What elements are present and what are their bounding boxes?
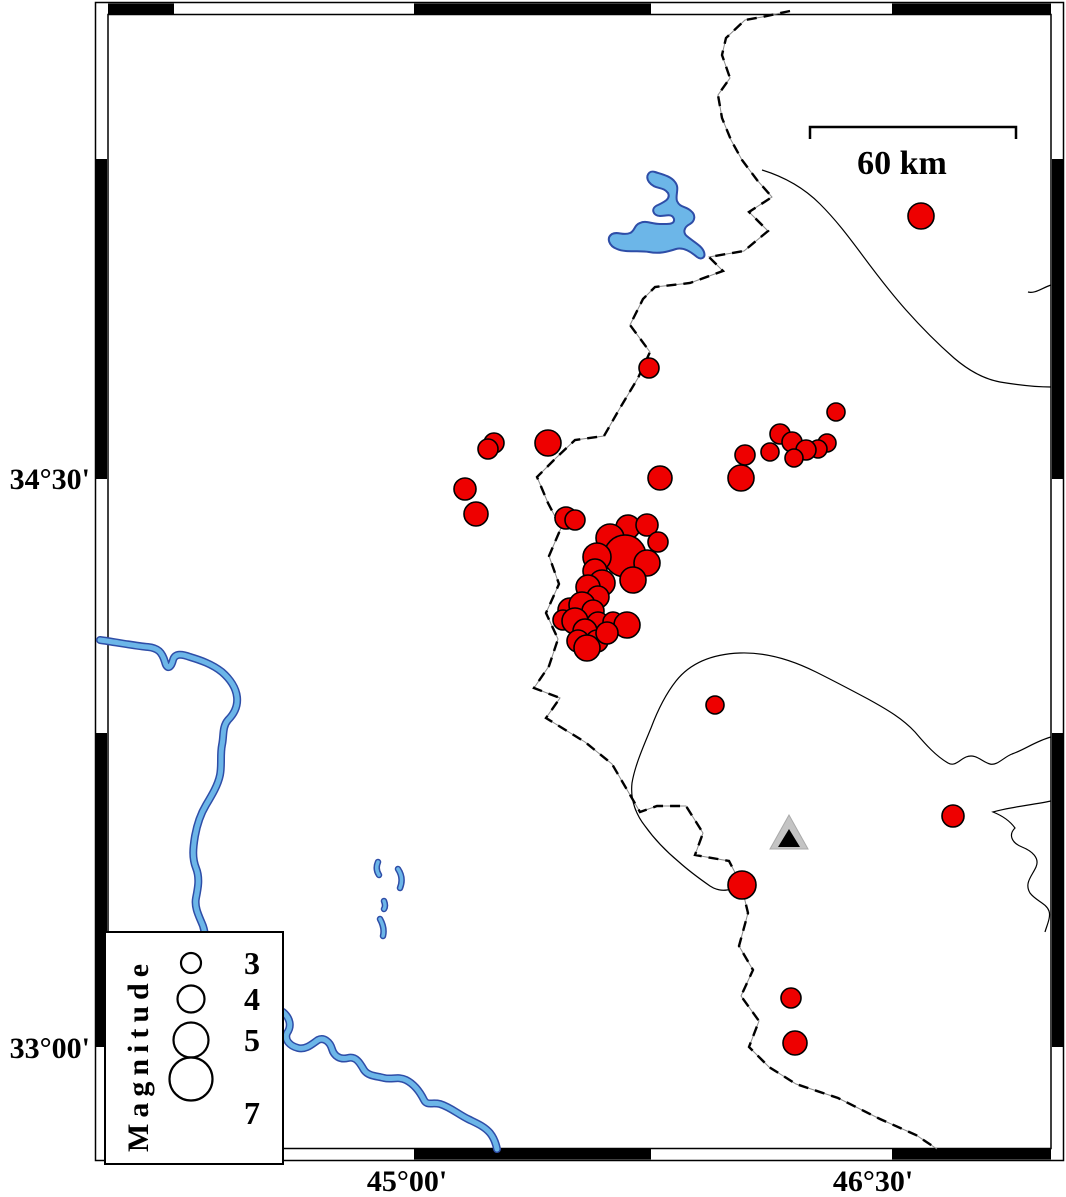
frame-outer-line	[94, 1, 1065, 1162]
frame-segment-bottom	[414, 1149, 651, 1160]
river	[283, 1012, 497, 1149]
legend-circle-mag3	[179, 951, 203, 975]
boundary-line-northeast	[761, 169, 1052, 388]
earthquake-marker	[619, 566, 647, 594]
earthquake-marker	[941, 804, 965, 828]
earthquake-marker	[780, 987, 802, 1009]
station-marker	[769, 813, 809, 850]
frame-segment-left	[96, 159, 107, 479]
frame-segment-right	[1052, 733, 1063, 1047]
legend-value: 4	[244, 981, 260, 1017]
lake	[607, 170, 706, 260]
geography-layer	[100, 9, 1052, 1149]
legend-value: 7	[244, 1095, 260, 1131]
frame-segment-top	[108, 3, 174, 15]
earthquake-marker	[727, 870, 757, 900]
legend-value: 5	[244, 1022, 260, 1058]
earthquake-layer	[453, 202, 965, 1056]
axis-labels: 34°30' 33°00' 45°00' 46°30'	[10, 463, 914, 1197]
earthquake-marker	[534, 429, 562, 457]
earthquake-marker	[477, 438, 499, 460]
legend-title: Magnitude	[122, 958, 155, 1152]
frame-segment-left	[96, 733, 107, 1047]
boundary-line-southeast-loop	[631, 652, 1052, 891]
earthquake-marker	[453, 477, 477, 501]
pond	[382, 899, 387, 911]
station-triangle-black	[778, 829, 800, 847]
legend-value: 3	[244, 945, 260, 981]
earthquake-marker	[573, 634, 601, 662]
earthquake-marker	[647, 465, 673, 491]
earthquake-marker	[638, 357, 660, 379]
earthquake-marker	[595, 621, 619, 645]
frame-inner-line	[107, 13, 1052, 1150]
earthquake-marker	[782, 1030, 808, 1056]
frame-segment-bottom	[892, 1149, 1051, 1160]
longitude-label: 45°00'	[367, 1165, 447, 1197]
frame-segment-right	[1052, 159, 1063, 479]
boundary-stub-right	[1027, 284, 1052, 293]
earthquake-marker	[784, 448, 804, 468]
scale-bar-bracket	[808, 125, 1018, 139]
latitude-label: 33°00'	[10, 1032, 90, 1065]
scale-bar: 60 km	[808, 125, 1018, 182]
earthquake-marker	[760, 442, 780, 462]
earthquake-marker	[826, 402, 846, 422]
earthquake-marker	[705, 695, 725, 715]
legend-circle-mag7	[168, 1056, 214, 1102]
earthquake-marker	[463, 501, 489, 527]
frame-segment-top	[892, 3, 1051, 15]
earthquake-marker	[564, 509, 586, 531]
magnitude-legend: Magnitude 3 4 5 7	[104, 931, 284, 1165]
earthquake-marker	[727, 464, 755, 492]
boundary-line-right-squiggle	[991, 800, 1052, 933]
earthquake-marker	[907, 202, 935, 230]
earthquake-marker	[647, 531, 669, 553]
scale-bar-label: 60 km	[857, 145, 947, 182]
river	[100, 640, 237, 938]
latitude-label: 34°30'	[10, 463, 90, 496]
earthquake-marker	[635, 513, 659, 537]
legend-circle-mag5	[172, 1021, 210, 1059]
earthquake-marker	[734, 444, 756, 466]
longitude-label: 46°30'	[833, 1165, 913, 1197]
legend-circle-mag4	[176, 984, 206, 1014]
frame-segment-top	[414, 3, 651, 15]
